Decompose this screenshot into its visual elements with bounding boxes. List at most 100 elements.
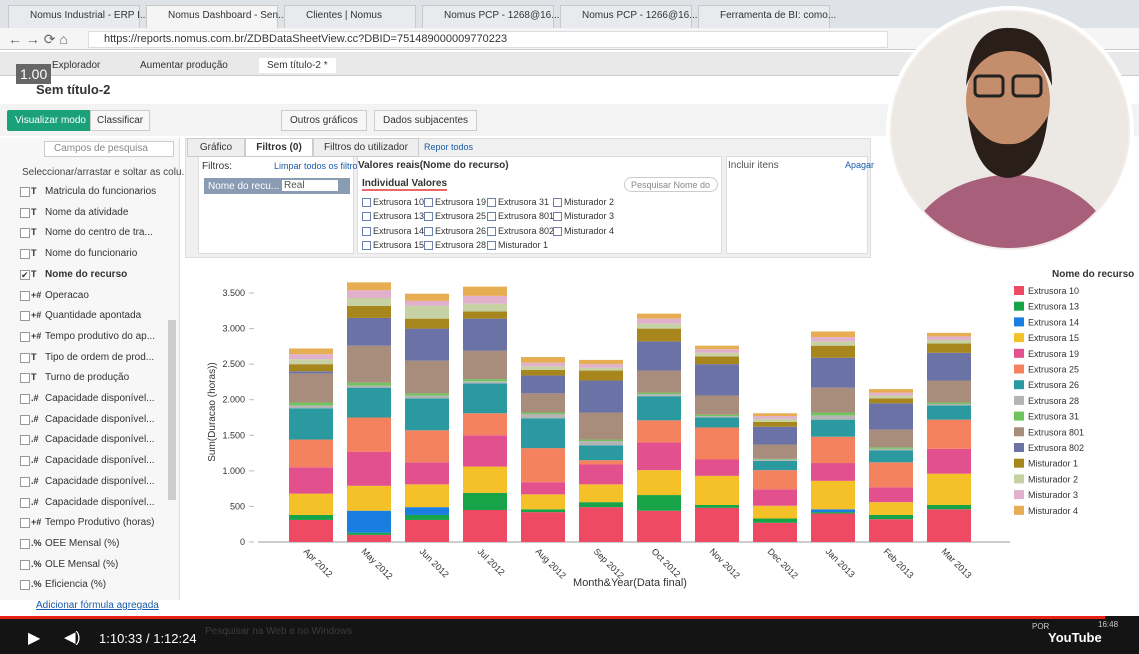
field-checkbox[interactable] [20, 415, 30, 425]
field-checkbox[interactable] [20, 249, 30, 259]
field-checkbox[interactable] [20, 456, 30, 466]
value-checkbox[interactable] [424, 198, 433, 207]
bar-segment [289, 467, 333, 493]
filter-tab[interactable]: Gráfico [187, 138, 245, 157]
filters-label: Filtros: [202, 161, 232, 172]
bar-segment [869, 395, 913, 398]
field-label[interactable]: Capacidade disponível... [45, 414, 155, 425]
bar-segment [579, 460, 623, 464]
progress-bar[interactable] [0, 616, 1105, 619]
field-checkbox[interactable] [20, 498, 30, 508]
filter-tab[interactable]: Filtros (0) [245, 138, 313, 157]
value-checkbox[interactable] [362, 212, 371, 221]
value-checkbox[interactable] [424, 212, 433, 221]
field-checkbox[interactable] [20, 187, 30, 197]
value-checkbox[interactable] [424, 241, 433, 250]
volume-button[interactable]: ◀) [64, 628, 81, 646]
field-checkbox[interactable] [20, 580, 30, 590]
bar-segment [579, 440, 623, 441]
legend-swatch [1014, 333, 1024, 342]
values-tab[interactable]: Individual Valores [362, 178, 447, 191]
field-checkbox[interactable] [20, 228, 30, 238]
field-label[interactable]: Capacidade disponível... [45, 434, 155, 445]
legend-label: Extrusora 31 [1028, 412, 1079, 422]
bar-segment [811, 337, 855, 341]
field-label[interactable]: Quantidade apontada [45, 310, 141, 321]
value-checkbox[interactable] [487, 227, 496, 236]
bar-segment [637, 511, 681, 542]
field-label[interactable]: Nome da atividade [45, 207, 128, 218]
field-checkbox[interactable] [20, 353, 30, 363]
view-mode-button[interactable]: Visualizar modo [7, 110, 94, 131]
scrollbar[interactable] [168, 320, 176, 500]
field-label[interactable]: Capacidade disponível... [45, 393, 155, 404]
taskbar-search[interactable]: Pesquisar na Web e no Windows [205, 626, 352, 637]
value-checkbox[interactable] [553, 212, 562, 221]
nav-buttons[interactable]: ← → ⟳ ⌂ [8, 31, 68, 48]
field-checkbox[interactable] [20, 291, 30, 301]
bar-segment [347, 533, 391, 535]
field-checkbox[interactable] [20, 373, 30, 383]
include-items[interactable]: Incluir itens [728, 160, 779, 171]
field-checkbox[interactable] [20, 560, 30, 570]
underlying-data-button[interactable]: Dados subjacentes [374, 110, 477, 131]
field-checkbox[interactable] [20, 435, 30, 445]
field-label[interactable]: Capacidade disponível... [45, 455, 155, 466]
filter-chip-mode[interactable]: Real [282, 180, 338, 191]
field-label[interactable]: Eficiencia (%) [45, 579, 106, 590]
value-checkbox[interactable] [362, 241, 371, 250]
field-label[interactable]: Matricula do funcionarios [45, 186, 156, 197]
field-checkbox[interactable] [20, 477, 30, 487]
app-tab[interactable]: Explorador [44, 58, 108, 73]
bar-segment [869, 389, 913, 393]
bar-segment [695, 364, 739, 395]
field-checkbox[interactable] [20, 208, 30, 218]
field-type-icon: .# [31, 476, 39, 486]
field-label[interactable]: OLE Mensal (%) [45, 559, 118, 570]
clear-filters-link[interactable]: Limpar todos os filtros [274, 161, 362, 171]
sort-button[interactable]: Classificar [90, 110, 150, 131]
field-checkbox[interactable] [20, 539, 30, 549]
field-checkbox[interactable] [20, 311, 30, 321]
value-checkbox[interactable] [487, 241, 496, 250]
field-checkbox[interactable]: ✔ [20, 270, 30, 280]
field-label[interactable]: Turno de produção [45, 372, 129, 383]
legend-swatch [1014, 459, 1024, 468]
value-checkbox[interactable] [487, 198, 496, 207]
filter-tab[interactable]: Filtros do utilizador [313, 138, 419, 157]
play-button[interactable]: ▶ [28, 628, 40, 648]
field-checkbox[interactable] [20, 518, 30, 528]
value-checkbox[interactable] [424, 227, 433, 236]
field-label[interactable]: Capacidade disponível... [45, 476, 155, 487]
clear-link[interactable]: Apagar [845, 160, 874, 170]
bar-segment [347, 346, 391, 383]
field-label[interactable]: OEE Mensal (%) [45, 538, 119, 549]
field-label[interactable]: Tempo Produtivo (horas) [45, 517, 155, 528]
field-label[interactable]: Nome do centro de tra... [45, 227, 153, 238]
youtube-logo[interactable]: YouTube [1048, 630, 1102, 645]
value-checkbox[interactable] [362, 227, 371, 236]
value-checkbox[interactable] [553, 198, 562, 207]
app-tab[interactable]: Aumentar produção [132, 58, 236, 73]
report-title: Sem título-2 [36, 82, 110, 97]
field-label[interactable]: Nome do funcionario [45, 248, 137, 259]
value-checkbox[interactable] [362, 198, 371, 207]
value-checkbox[interactable] [553, 227, 562, 236]
field-label[interactable]: Operacao [45, 290, 89, 301]
reset-all-link[interactable]: Repor todos [424, 142, 473, 152]
y-tick-label: 3.500 [222, 288, 245, 298]
app-tab[interactable]: Sem título-2 * [259, 58, 336, 73]
field-checkbox[interactable] [20, 394, 30, 404]
browser-tab-title: Clientes | Nomus [306, 10, 382, 21]
other-charts-button[interactable]: Outros gráficos [281, 110, 367, 131]
bar-segment [753, 459, 797, 460]
field-label[interactable]: Tipo de ordem de prod... [45, 352, 154, 363]
field-label[interactable]: Tempo produtivo do ap... [45, 331, 155, 342]
bar-segment [579, 507, 623, 542]
field-label[interactable]: Nome do recurso [45, 269, 127, 280]
value-checkbox[interactable] [487, 212, 496, 221]
add-formula-link[interactable]: Adicionar fórmula agregada [36, 600, 159, 611]
field-checkbox[interactable] [20, 332, 30, 342]
x-tick-label: Nov 2012 [708, 546, 742, 580]
field-label[interactable]: Capacidade disponível... [45, 497, 155, 508]
